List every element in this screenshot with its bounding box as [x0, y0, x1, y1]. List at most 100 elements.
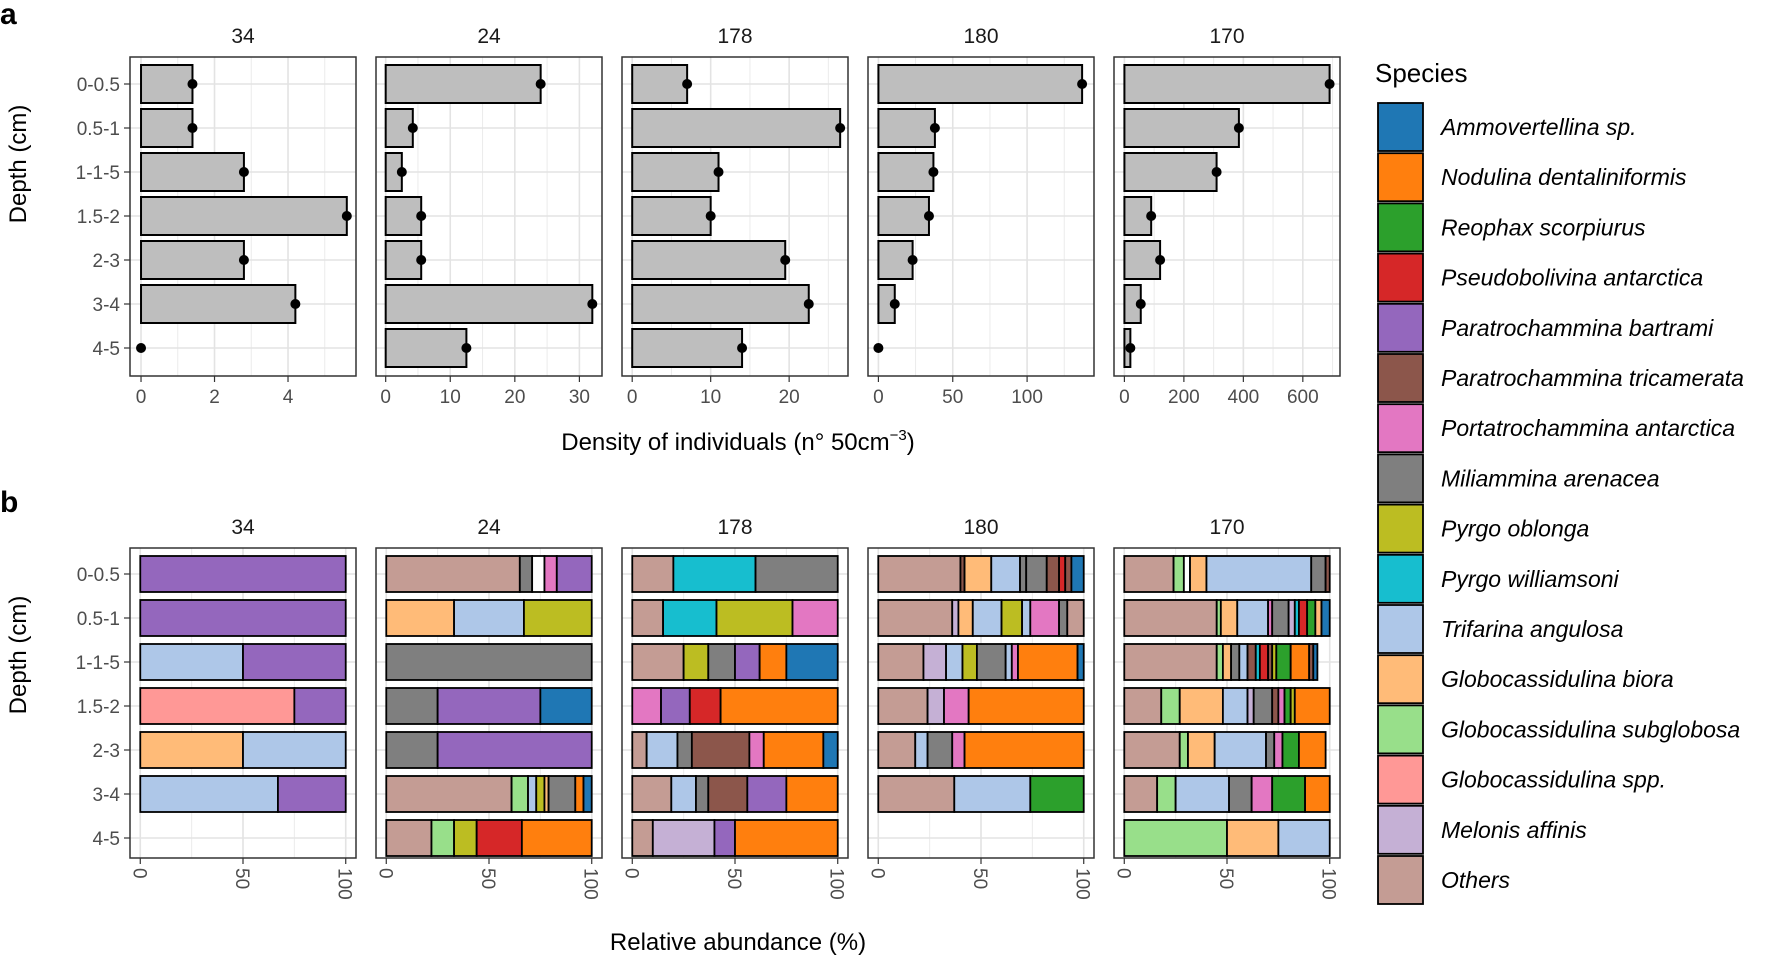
panel-b-facet-170-segment: [1258, 643, 1269, 681]
legend-label-9: Pyrgo williamsoni: [1441, 566, 1620, 592]
legend-key-2: [1377, 202, 1424, 253]
panel-b-facet-178-segment: [762, 731, 825, 769]
panel-b-facet-170-segment: [1226, 819, 1280, 857]
panel-b-facet-178-segment: [734, 643, 761, 681]
panel-b-facet-24-segment: [385, 819, 433, 857]
panel-b-facet-180-segment: [1010, 643, 1019, 681]
panel-b-facet-180-segment: [877, 643, 925, 681]
panel-b-facet-24-segment: [453, 599, 525, 637]
panel-b-facet-170-segment: [1306, 599, 1317, 637]
panel-a-facet-34-point: [238, 255, 249, 265]
legend-label-5: Paratrochammina tricamerata: [1441, 365, 1744, 391]
panel-a-facet-170-xtick-label: 200: [1168, 387, 1200, 408]
panel-b-facet-24-xtick-label: 50: [477, 868, 498, 889]
panel-b-facet-170-segment: [1156, 775, 1177, 813]
panel-b-facet-24-segment: [385, 775, 513, 813]
legend-label-6: Portatrochammina antarctica: [1441, 415, 1735, 441]
panel-b-facet-180-segment: [963, 731, 1085, 769]
legend-key-14: [1377, 804, 1424, 855]
panel-b-ytick-label: 1-1-5: [76, 653, 120, 674]
panel-a-facet-24-point: [396, 167, 407, 177]
panel-b-facet-34-segment: [139, 731, 244, 769]
panel-a-facet-24-bar: [384, 284, 594, 324]
panel-b-facet-24-segment: [527, 775, 538, 813]
legend-key-13: [1377, 754, 1424, 805]
panel-a-facet-170-bar: [1123, 152, 1218, 192]
panel-b-facet-178-segment: [785, 775, 839, 813]
panel-a: a Depth (cm) Density of individuals (n° …: [0, 0, 1341, 456]
panel-b-facet-180-segment: [926, 687, 945, 725]
panel-b-facet-170-segment: [1287, 599, 1296, 637]
panel-b-facet-170-segment: [1123, 643, 1218, 681]
panel-b-facet-180-segment: [943, 687, 970, 725]
panel-b-facet-180-segment: [961, 643, 978, 681]
panel-b-facet-24-segment: [535, 775, 546, 813]
panel-b-facet-170-segment: [1205, 555, 1313, 593]
panel-a-facet-170-border: [1113, 56, 1341, 377]
panel-b-facet-180-segment: [953, 775, 1032, 813]
panel-a-facet-34-bar: [140, 64, 194, 104]
panel-b-facet-180-segment: [1064, 555, 1073, 593]
panel-a-facet-180-bar: [877, 152, 935, 192]
panel-b-facet-180-segment: [1019, 555, 1028, 593]
panel-b-label: b: [0, 486, 18, 519]
panel-b-facet-178-segment: [695, 775, 710, 813]
panel-a-facet-34-point: [187, 123, 198, 133]
panel-a-facet-180-xtick-label: 50: [942, 387, 963, 408]
panel-a-facet-170-point: [1135, 299, 1146, 309]
panel-b: b Depth (cm) Relative abundance (%) 0 50 1…: [0, 486, 1341, 956]
panel-b-facet-24-xtick-label: 0: [374, 868, 395, 879]
panel-b-facet-170-segment: [1123, 731, 1181, 769]
panel-a-facet-178-border: [621, 56, 849, 377]
panel-b-facet-34-segment: [139, 599, 347, 637]
panel-a-facet-180-strip-label: 180: [963, 25, 998, 48]
panel-a-facet-180-border: [867, 56, 1095, 377]
panel-a-facet-34-bar: [140, 108, 194, 148]
panel-b-facet-24-xtick-label: 100: [580, 868, 601, 900]
panel-a-facet-24-xtick-label: 0: [380, 387, 391, 408]
panel-b-facet-24-segment: [430, 819, 455, 857]
panel-b-facet-178-segment: [713, 819, 736, 857]
panel-a-facet-34-bar: [140, 240, 245, 280]
panel-b-facet-180-segment: [957, 599, 974, 637]
panel-a-facet-170-point: [1155, 255, 1166, 265]
panel-b-ytick-label: 2-3: [93, 741, 120, 762]
panel-b-facet-24-segment: [510, 775, 529, 813]
panel-a-facet-178-bar: [631, 196, 712, 236]
panel-a-facet-178: 0 10 20 178: [621, 25, 849, 408]
legend-key-8: [1377, 503, 1424, 554]
panel-b-facet-170-segment: [1221, 687, 1249, 725]
panel-b-facet-178-segment: [645, 731, 679, 769]
panel-a-facet-34-strip-label: 34: [231, 25, 255, 48]
panel-a-facet-34-xtick-label: 2: [209, 387, 220, 408]
panel-a-facet-24-xtick-label: 10: [440, 387, 461, 408]
panel-a-facet-24-point: [461, 343, 472, 353]
panel-b-facet-180-segment: [963, 555, 993, 593]
panel-a-facet-180-xtick-label: 100: [1011, 387, 1043, 408]
panel-a-xlabel-close: ): [907, 429, 915, 456]
legend-label-12: Globocassidulina subglobosa: [1441, 716, 1740, 742]
panel-b-facet-180-segment: [990, 555, 1021, 593]
panel-a-facet-170-bar: [1123, 64, 1331, 104]
panel-b-facet-34-border: [129, 547, 357, 859]
panel-a-facet-24-strip-label: 24: [477, 25, 501, 48]
panel-b-facet-24-segment: [385, 555, 521, 593]
panel-b-facet-180-segment: [1000, 599, 1023, 637]
panel-b-facet-34-segment: [277, 775, 347, 813]
panel-b-facet-178-segment: [651, 819, 716, 857]
panel-b-facet-170-segment: [1178, 731, 1189, 769]
panel-b-facet-170-segment: [1123, 599, 1218, 637]
panel-b-facet-178-segment: [746, 775, 788, 813]
panel-b-facet-170-segment: [1304, 775, 1331, 813]
panel-a-facet-180-point: [873, 343, 884, 353]
species-legend: Species Ammovertellina sp. Nodulina denta…: [1375, 58, 1744, 905]
panel-a-facet-178-xtick-label: 0: [627, 387, 638, 408]
panel-b-facet-170-strip-label: 170: [1209, 516, 1244, 539]
panel-a-facet-34-point: [290, 299, 301, 309]
panel-b-facet-170: 0 50 100 170: [1112, 516, 1341, 900]
panel-b-facet-178-segment: [690, 731, 751, 769]
panel-a-facet-178-point: [803, 299, 814, 309]
panel-b-facet-178: 0 50 100 178: [620, 516, 849, 900]
panel-a-facet-170-point: [1125, 343, 1136, 353]
panel-b-facet-178-strip-label: 178: [717, 516, 752, 539]
